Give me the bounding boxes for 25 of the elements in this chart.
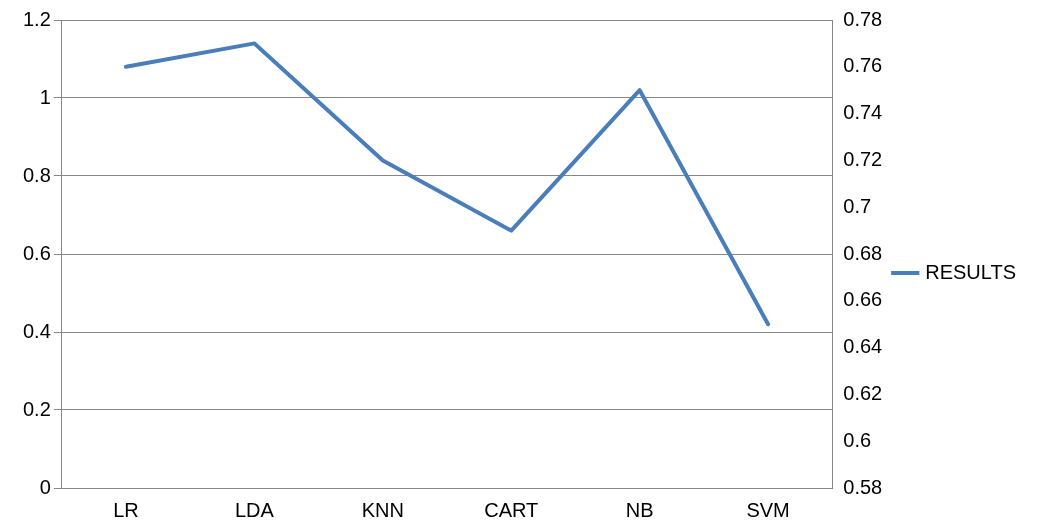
x-tick-label: KNN bbox=[361, 498, 404, 521]
x-tick-label: SVM bbox=[746, 498, 790, 521]
y-tick-label: 1 bbox=[39, 85, 51, 108]
x-tick-label: CART bbox=[484, 498, 539, 521]
y2-tick-label: 0.72 bbox=[843, 147, 883, 170]
y2-tick-label: 0.58 bbox=[843, 475, 883, 498]
y2-tick-label: 0.76 bbox=[843, 54, 883, 77]
y2-tick-label: 0.68 bbox=[843, 241, 883, 264]
y-tick-label: 1.2 bbox=[22, 7, 51, 30]
x-tick-label: LR bbox=[113, 498, 139, 521]
y2-tick-label: 0.74 bbox=[843, 101, 883, 124]
x-tick-label: NB bbox=[625, 498, 654, 521]
y2-tick-label: 0.78 bbox=[843, 7, 883, 30]
y-tick-label: 0.6 bbox=[22, 241, 51, 264]
y-tick-label: 0.2 bbox=[22, 397, 51, 420]
y2-tick-label: 0.6 bbox=[843, 428, 872, 451]
y2-tick-label: 0.66 bbox=[843, 288, 883, 311]
y-tick-label: 0.8 bbox=[22, 163, 51, 186]
y-tick-label: 0.4 bbox=[22, 319, 51, 342]
y-tick-label: 0 bbox=[39, 475, 51, 498]
y2-tick-label: 0.62 bbox=[843, 381, 883, 404]
legend-label: RESULTS bbox=[925, 260, 1016, 283]
y2-tick-label: 0.64 bbox=[843, 335, 883, 358]
x-tick-label: LDA bbox=[234, 498, 275, 521]
y2-tick-label: 0.7 bbox=[843, 194, 872, 217]
